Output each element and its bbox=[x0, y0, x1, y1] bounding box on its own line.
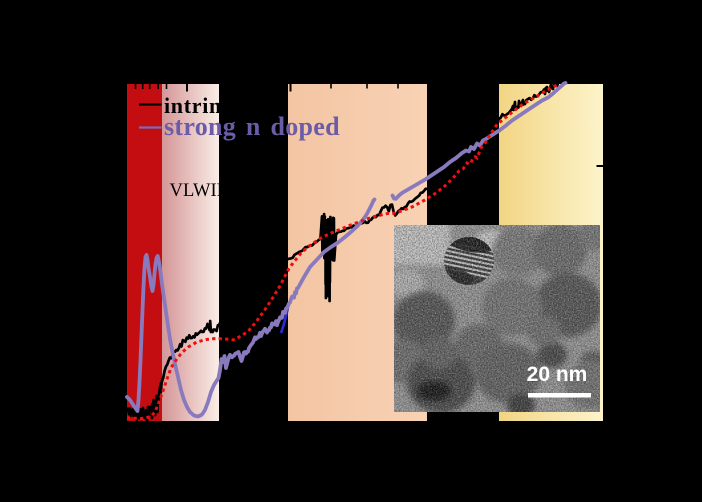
svg-text:20 nm: 20 nm bbox=[527, 363, 588, 386]
